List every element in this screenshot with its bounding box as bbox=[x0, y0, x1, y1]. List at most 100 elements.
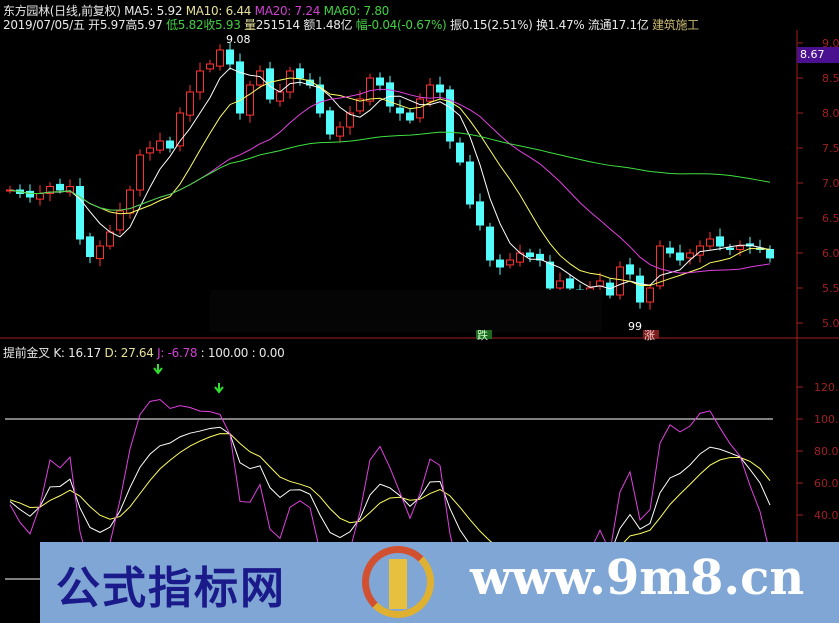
close: 收5.93 bbox=[203, 18, 241, 32]
candle bbox=[146, 147, 154, 154]
ma20-value: MA20: 7.24 bbox=[254, 4, 321, 18]
indicator-tick-label: 60.0 bbox=[814, 477, 839, 490]
candle bbox=[246, 84, 254, 116]
price-tick-label: 6.0 bbox=[822, 247, 839, 260]
candle bbox=[56, 183, 64, 191]
up-badge: 涨 bbox=[644, 329, 655, 342]
candle bbox=[506, 259, 514, 266]
float-cap: 流通17.1亿 bbox=[587, 18, 649, 32]
candle bbox=[136, 154, 144, 191]
candle bbox=[256, 70, 264, 86]
redacted-area bbox=[210, 290, 602, 332]
candle bbox=[496, 259, 504, 268]
candle bbox=[546, 261, 554, 289]
d-value: D: 27.64 bbox=[104, 346, 154, 360]
candle bbox=[96, 245, 104, 260]
indicator-tick-label: 100. bbox=[814, 413, 839, 426]
candle bbox=[476, 201, 484, 226]
down-badge-bg bbox=[476, 330, 492, 339]
candle bbox=[36, 193, 44, 200]
candle bbox=[706, 238, 714, 247]
j-value: J: -6.78 bbox=[157, 346, 198, 360]
candle bbox=[466, 161, 474, 205]
candle bbox=[86, 236, 94, 257]
candle bbox=[316, 84, 324, 114]
candle bbox=[76, 186, 84, 240]
price-tick-label: 7.5 bbox=[822, 142, 839, 155]
candle bbox=[166, 140, 174, 149]
stock-name: 东方园林(日线,前复权) bbox=[3, 4, 121, 18]
price-tick-label: 5.5 bbox=[822, 282, 839, 295]
candle bbox=[296, 68, 304, 79]
candle bbox=[526, 252, 534, 257]
change: 幅-0.04(-0.67%) bbox=[355, 18, 447, 32]
volume: 251514 bbox=[255, 18, 300, 32]
line1-value: : 100.00 bbox=[200, 346, 249, 360]
low-marker: 99 bbox=[628, 320, 642, 333]
candle bbox=[326, 110, 334, 135]
candle bbox=[446, 89, 454, 142]
candle bbox=[276, 91, 284, 102]
candle bbox=[46, 186, 54, 194]
price-tick-label: 7.0 bbox=[822, 177, 839, 190]
candle bbox=[156, 140, 164, 151]
k-line bbox=[9, 426, 771, 567]
buy-arrow-icon bbox=[153, 364, 224, 394]
d-line bbox=[9, 433, 771, 563]
ma5-line bbox=[9, 67, 771, 290]
candle bbox=[396, 107, 404, 114]
last-price-tag: 8.67 bbox=[797, 47, 839, 63]
price-axis: 9.0 8.5 8.0 7.5 7.0 6.5 6.0 5.5 5.0 bbox=[797, 37, 839, 330]
high: 高5.97 bbox=[125, 18, 163, 32]
candle bbox=[376, 77, 384, 86]
candle bbox=[416, 98, 424, 119]
ma60-line bbox=[9, 131, 771, 211]
ma10-line bbox=[9, 77, 771, 287]
vol-label: 量 bbox=[244, 18, 256, 32]
candle bbox=[616, 266, 624, 296]
moving-averages bbox=[9, 67, 771, 290]
amount: 额1.48亿 bbox=[303, 18, 353, 32]
j-line bbox=[9, 398, 771, 601]
candle bbox=[336, 126, 344, 137]
indicator-tick-label: 120. bbox=[814, 381, 839, 394]
up-badge-bg bbox=[643, 330, 659, 339]
candle bbox=[126, 189, 134, 214]
line2-value: : 0.00 bbox=[251, 346, 285, 360]
price-tick-label: 6.5 bbox=[822, 212, 839, 225]
candle bbox=[596, 280, 604, 287]
ma20-line bbox=[9, 88, 771, 274]
indicator-header: 提前金叉 K: 16.17 D: 27.64 J: -6.78 : 100.00… bbox=[3, 344, 285, 361]
candle bbox=[686, 252, 694, 259]
candle bbox=[286, 70, 294, 93]
k-value: K: 16.17 bbox=[53, 346, 102, 360]
candle bbox=[206, 63, 214, 70]
candle bbox=[486, 226, 494, 261]
candle bbox=[346, 112, 354, 128]
candle bbox=[676, 252, 684, 261]
candle bbox=[386, 82, 394, 107]
candle bbox=[356, 98, 364, 112]
banner-site-name: 公式指标网 bbox=[56, 563, 286, 614]
site-logo-icon bbox=[362, 546, 434, 618]
candle bbox=[666, 247, 674, 254]
header-line-2: 2019/07/05/五 开5.97高5.97 低5.82收5.93 量2515… bbox=[3, 16, 699, 33]
price-tick-label: 9.0 bbox=[822, 37, 839, 50]
candle bbox=[566, 278, 574, 289]
candle bbox=[716, 236, 724, 247]
watermark-banner: 公式指标网 www.9m8.cn bbox=[40, 542, 839, 623]
indicator-tick-label: 80.0 bbox=[814, 445, 839, 458]
low: 低5.82 bbox=[166, 18, 204, 32]
banner-url: www.9m8.cn bbox=[470, 550, 805, 606]
indicator-tick-label: 40.0 bbox=[814, 509, 839, 522]
indicator-axis: 120. 100. 80.0 60.0 40.0 bbox=[797, 381, 839, 522]
candle bbox=[26, 190, 34, 198]
down-badge: 跌 bbox=[477, 328, 488, 342]
candle bbox=[406, 112, 414, 121]
amplitude: 振0.15(2.51%) bbox=[449, 18, 533, 32]
candle bbox=[736, 245, 744, 250]
high-marker: 9.08 bbox=[226, 33, 251, 46]
price-tick-label: 8.5 bbox=[822, 72, 839, 85]
ma5-value: MA5: 5.92 bbox=[124, 4, 183, 18]
